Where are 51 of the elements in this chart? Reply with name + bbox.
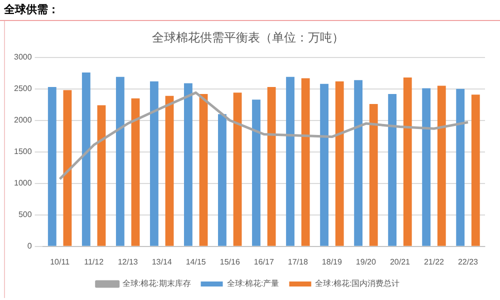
bar xyxy=(456,88,465,246)
text: 全球供需： xyxy=(0,0,500,21)
x-tick-label: 22/23 xyxy=(458,257,479,266)
bar xyxy=(184,83,192,246)
bar xyxy=(218,114,226,246)
bar xyxy=(388,94,397,246)
legend-label: 全球:棉花:期末库存 xyxy=(122,279,191,288)
y-tick-label: 0 xyxy=(27,242,32,251)
x-tick-label: 17/18 xyxy=(288,257,308,266)
bar xyxy=(286,76,294,246)
bar xyxy=(403,78,412,246)
x-tick-label: 12/13 xyxy=(118,257,138,266)
bar xyxy=(150,81,158,246)
x-tick-label: 18/19 xyxy=(322,257,342,266)
y-tick-label: 1000 xyxy=(14,178,32,188)
bar xyxy=(301,78,310,246)
bar xyxy=(422,88,431,246)
bar xyxy=(252,100,260,246)
bar xyxy=(233,92,242,246)
bar xyxy=(199,94,208,246)
x-tick-label: 10/11 xyxy=(50,257,70,266)
x-tick-label: 14/15 xyxy=(186,257,206,266)
bar xyxy=(165,96,174,246)
bar xyxy=(471,94,480,246)
y-tick-label: 3000 xyxy=(14,52,32,62)
x-tick-label: 11/12 xyxy=(84,257,104,266)
bar xyxy=(131,98,140,246)
chart-title: 全球棉花供需平衡表（单位：万吨） xyxy=(152,30,344,44)
bar xyxy=(82,72,90,246)
bar xyxy=(320,84,328,246)
x-tick-label: 16/17 xyxy=(254,257,274,266)
x-tick-label: 15/16 xyxy=(220,257,240,266)
y-tick-label: 2000 xyxy=(14,116,32,125)
bar xyxy=(116,76,124,246)
bar xyxy=(97,105,106,246)
bar xyxy=(267,87,276,246)
legend-label: 全球:棉花:国内消费总计 xyxy=(315,279,400,288)
y-tick-label: 2500 xyxy=(14,84,32,94)
x-tick-label: 21/22 xyxy=(424,257,445,266)
legend-label: 全球:棉花:产量 xyxy=(226,279,280,288)
bar xyxy=(63,90,72,246)
y-tick-label: 500 xyxy=(18,210,32,220)
y-tick-label: 1500 xyxy=(14,147,32,156)
x-tick-label: 20/21 xyxy=(390,257,411,266)
bar xyxy=(369,104,378,246)
x-tick-label: 13/14 xyxy=(152,257,172,266)
x-tick-label: 19/20 xyxy=(356,257,376,266)
bar xyxy=(354,80,362,246)
bar xyxy=(437,86,446,246)
bar xyxy=(335,81,344,246)
bar xyxy=(48,87,56,246)
